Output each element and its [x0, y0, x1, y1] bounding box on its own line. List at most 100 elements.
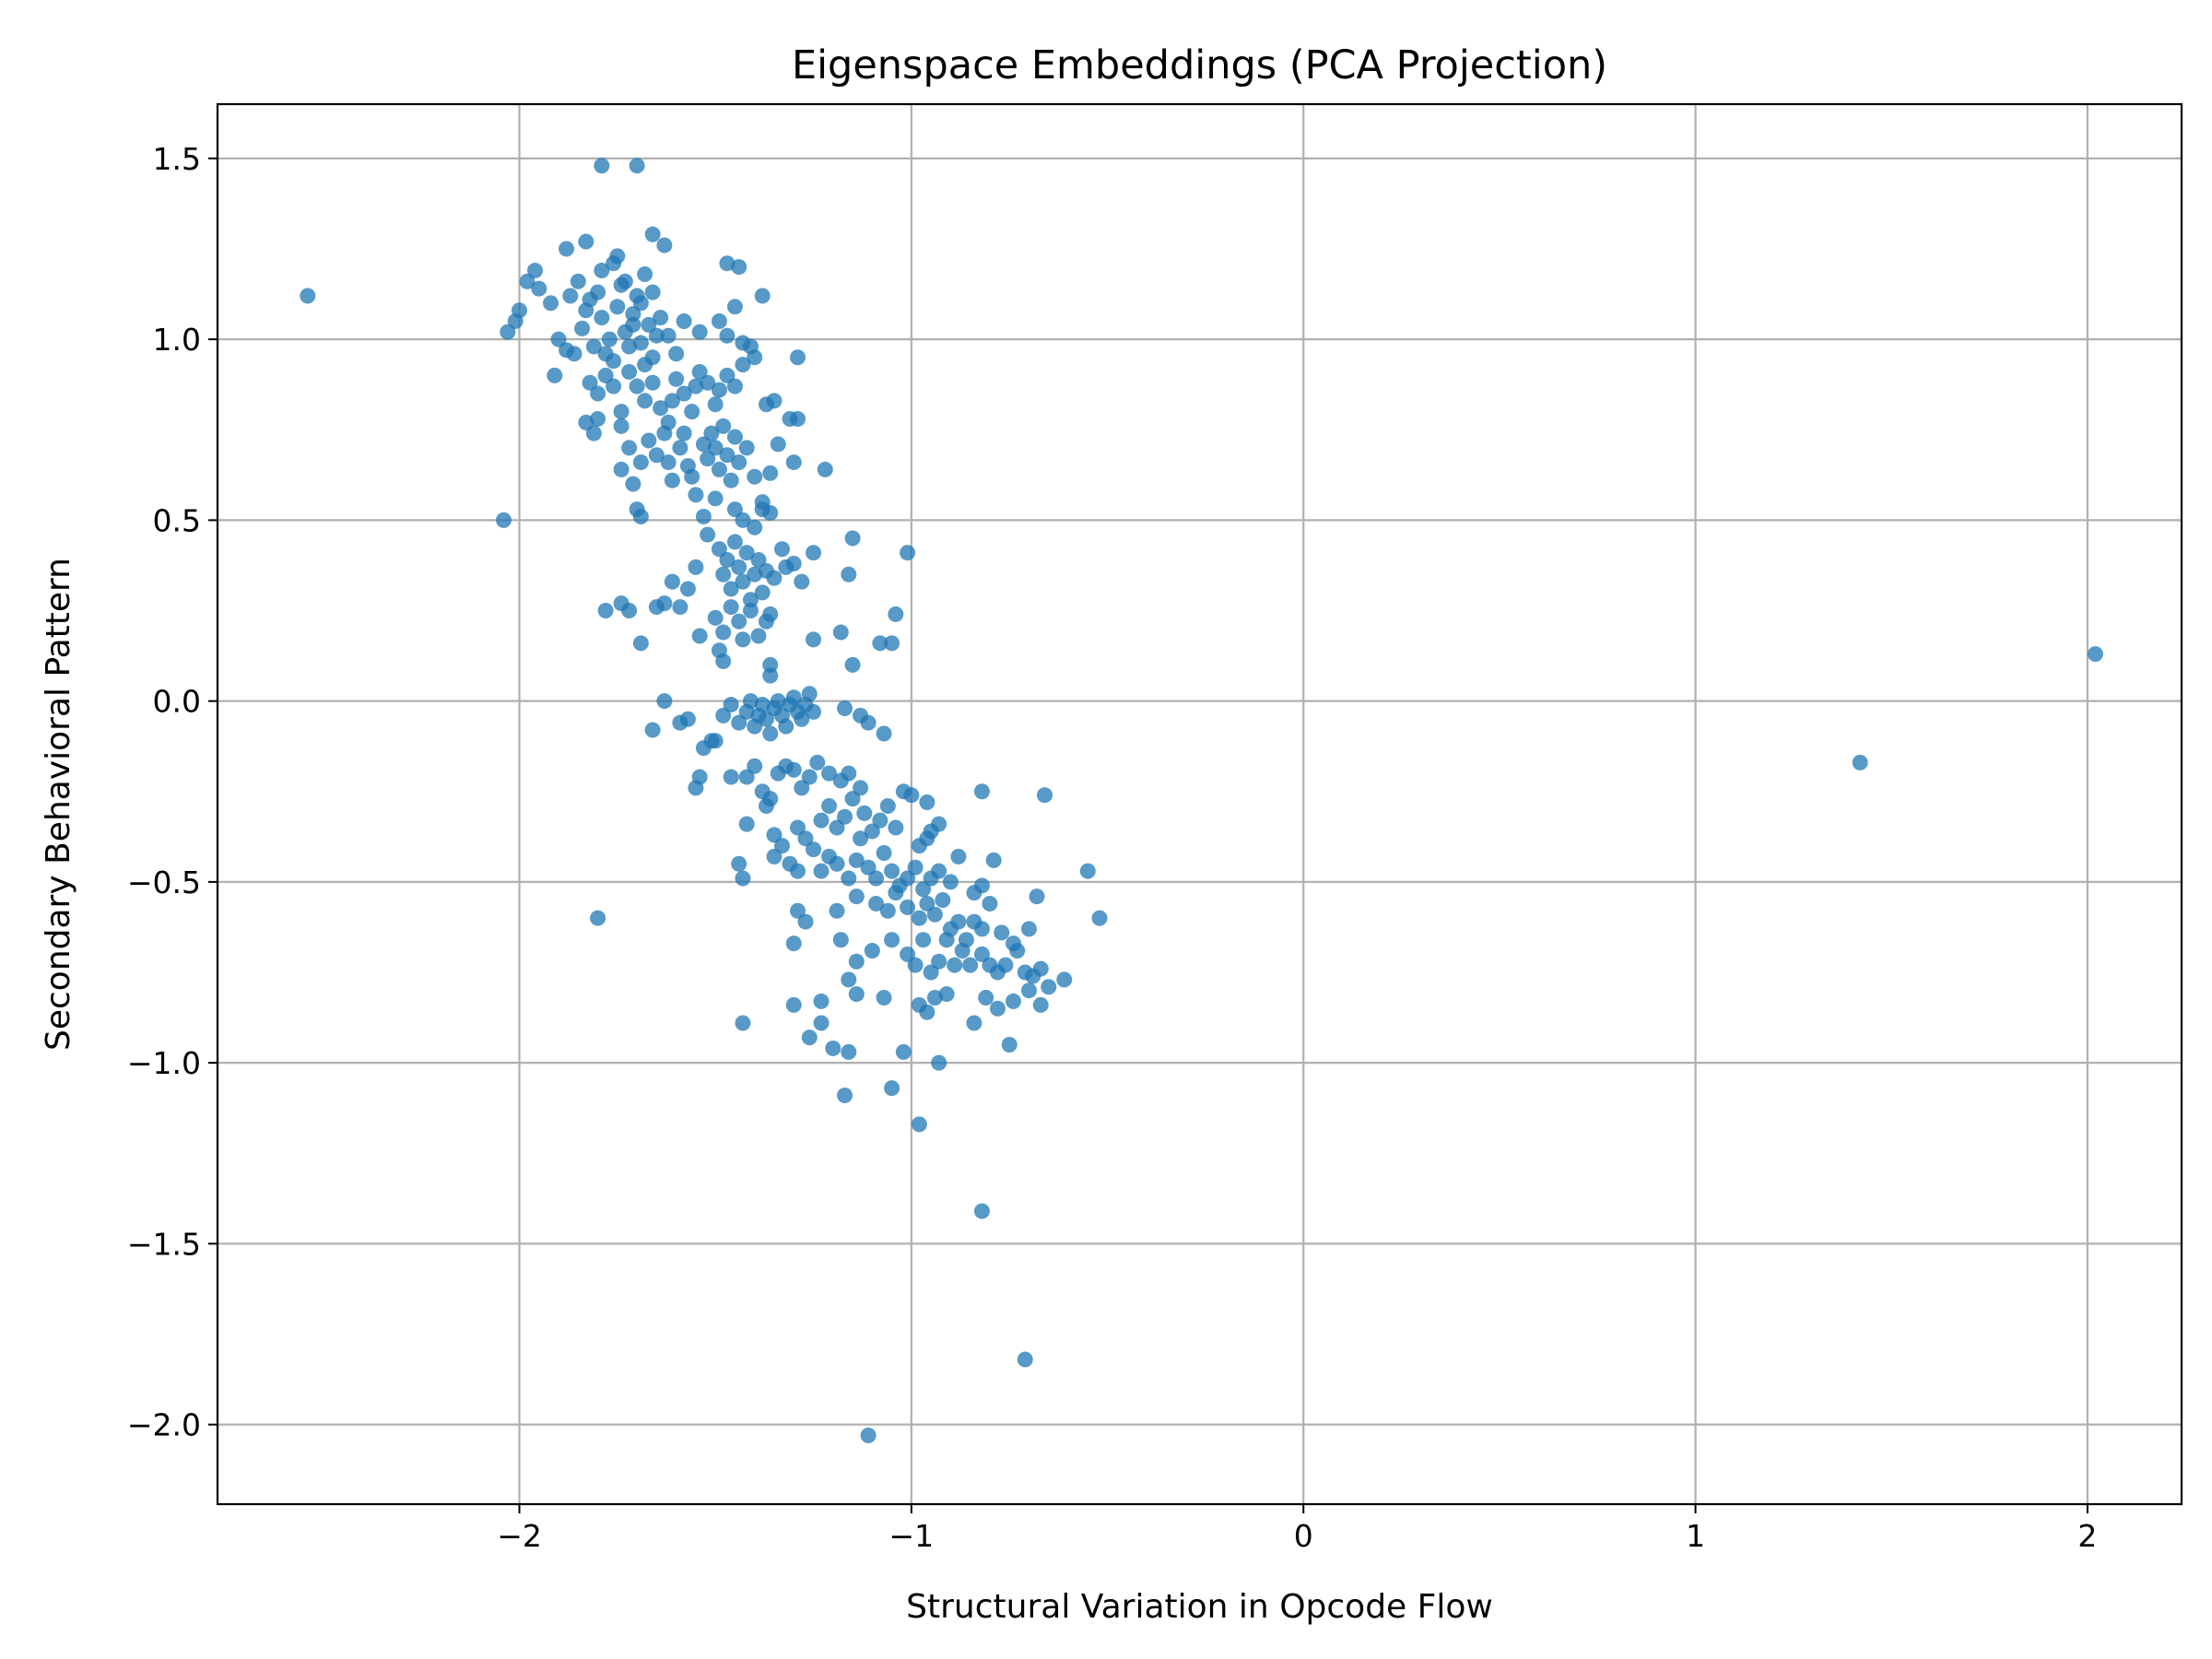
scatter-point [750, 628, 767, 644]
scatter-point [723, 769, 739, 785]
scatter-point [841, 1043, 857, 1060]
scatter-point [735, 357, 751, 373]
scatter-point [790, 819, 806, 836]
scatter-point [806, 545, 822, 561]
y-tick-label: −0.5 [127, 865, 201, 900]
y-tick-label: 0.0 [153, 684, 201, 720]
scatter-point [676, 425, 692, 441]
scatter-point [844, 656, 861, 673]
scatter-point [594, 263, 610, 279]
scatter-point [597, 346, 614, 362]
scatter-point [758, 711, 774, 727]
scatter-point [770, 436, 786, 453]
scatter-point [644, 374, 661, 391]
scatter-point [590, 385, 606, 402]
scatter-point [848, 888, 865, 905]
scatter-point [738, 816, 755, 832]
scatter-point [1029, 888, 1045, 905]
scatter-point [613, 461, 629, 477]
scatter-point [848, 986, 865, 1003]
scatter-point [606, 378, 622, 394]
scatter-point [844, 530, 861, 547]
scatter-point [931, 863, 947, 879]
scatter-point [679, 581, 696, 597]
scatter-point [632, 335, 649, 351]
scatter-point [723, 599, 739, 616]
scatter-point [735, 870, 751, 887]
scatter-point [547, 367, 563, 383]
scatter-point [1020, 982, 1037, 999]
scatter-point [660, 454, 677, 471]
scatter-point [785, 555, 802, 571]
scatter-point [825, 1040, 841, 1056]
scatter-point [653, 310, 669, 326]
y-tick-label: 1.5 [153, 141, 201, 177]
scatter-point [731, 613, 747, 629]
scatter-point [864, 823, 880, 840]
scatter-point [879, 902, 896, 919]
scatter-point [578, 414, 594, 430]
scatter-point [676, 385, 692, 402]
scatter-point [656, 425, 673, 441]
scatter-point [656, 237, 673, 253]
scatter-point [700, 451, 716, 467]
scatter-point [856, 805, 873, 821]
scatter-point [688, 559, 704, 575]
scatter-point [660, 327, 677, 344]
scatter-point [653, 400, 669, 417]
scatter-point [695, 508, 712, 524]
scatter-point [1005, 993, 1021, 1009]
scatter-point [496, 512, 512, 528]
scatter-point [648, 327, 665, 344]
scatter-point [648, 599, 665, 616]
scatter-point [848, 852, 865, 868]
scatter-point [821, 797, 838, 814]
scatter-point [1079, 863, 1096, 879]
scatter-point [884, 635, 900, 652]
scatter-point [715, 418, 732, 434]
scatter-point [888, 885, 904, 901]
scatter-point [879, 797, 896, 814]
scatter-point [726, 534, 743, 550]
scatter-point [747, 566, 763, 582]
scatter-point [794, 780, 810, 796]
scatter-point [632, 508, 649, 524]
scatter-point [911, 1116, 927, 1133]
scatter-point [762, 505, 779, 522]
scatter-point [801, 1030, 818, 1046]
y-tick-label: −1.5 [127, 1226, 201, 1262]
scatter-point [715, 566, 732, 582]
scatter-point [923, 964, 939, 981]
grid [218, 104, 2182, 1504]
x-tick-label: 1 [1686, 1518, 1705, 1554]
scatter-point [625, 476, 641, 492]
scatter-point [973, 1203, 990, 1219]
scatter-point [942, 874, 959, 890]
scatter-point [726, 378, 743, 394]
scatter-point [711, 382, 727, 398]
scatter-point [703, 733, 720, 749]
scatter-point [719, 255, 735, 272]
scatter-point [629, 378, 645, 394]
scatter-point [837, 700, 853, 716]
scatter-point [700, 526, 716, 543]
scatter-point [770, 693, 786, 710]
scatter-point [742, 592, 759, 608]
scatter-point [597, 367, 614, 383]
scatter-point [750, 552, 767, 569]
x-tick-label: −2 [497, 1518, 542, 1554]
scatter-point [672, 599, 688, 616]
x-tick-label: 2 [2077, 1518, 2097, 1554]
scatter-point [747, 758, 763, 774]
scatter-point [637, 393, 653, 409]
scatter-point [982, 895, 998, 912]
scatter-point [1009, 942, 1026, 959]
scatter-point [664, 573, 680, 590]
data-points [300, 158, 2103, 1443]
scatter-point [590, 910, 606, 926]
scatter-point [884, 1080, 900, 1097]
scatter-point [962, 957, 979, 973]
scatter-point [726, 501, 743, 518]
scatter-point [919, 1004, 935, 1020]
scatter-point [738, 545, 755, 561]
